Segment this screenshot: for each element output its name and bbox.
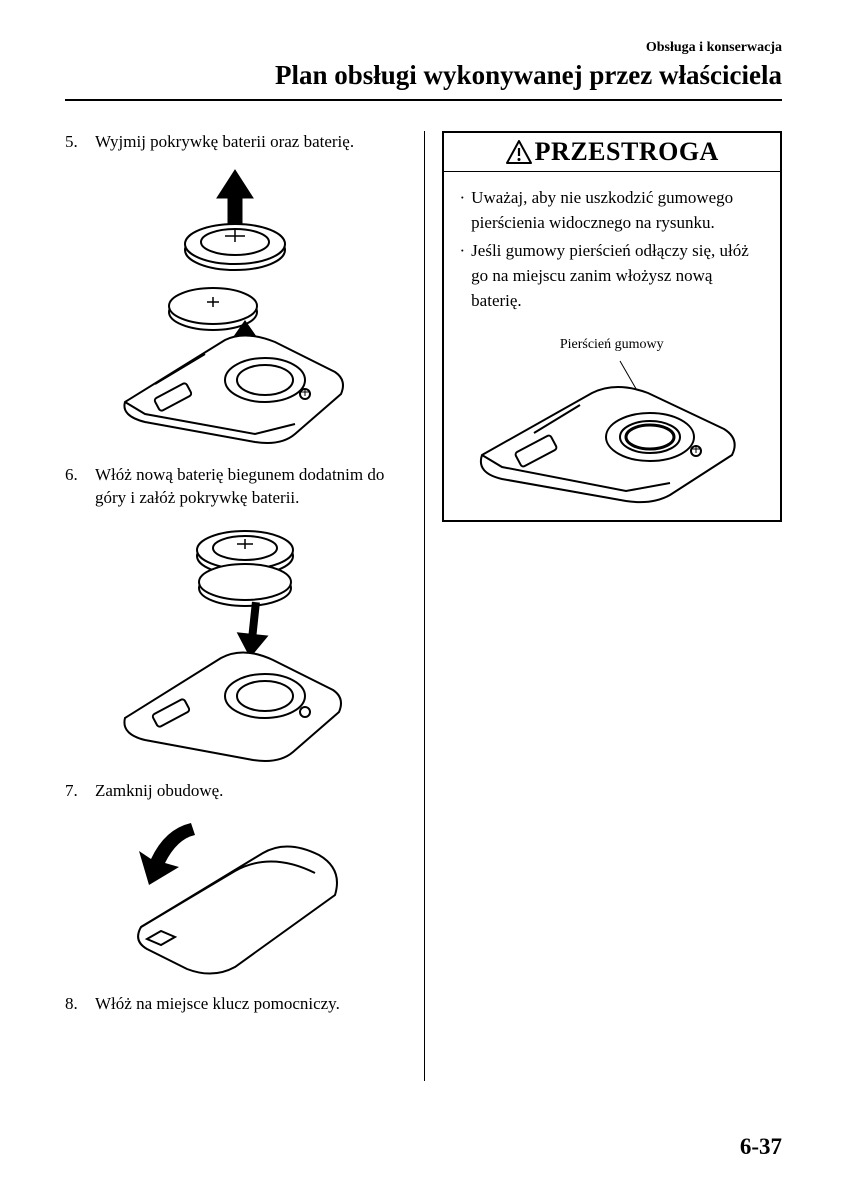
page-header: Obsługa i konserwacja xyxy=(65,40,782,56)
step-number: 7. xyxy=(65,780,85,803)
caution-title-bar: PRZESTROGA xyxy=(444,133,781,172)
bullet-icon: · xyxy=(460,239,466,313)
caution-figure xyxy=(444,355,781,520)
figure-step-5 xyxy=(95,162,406,452)
step-number: 6. xyxy=(65,464,85,510)
left-column: 5. Wyjmij pokrywkę baterii oraz baterię. xyxy=(65,131,424,1026)
warning-icon xyxy=(505,139,533,165)
figure-step-7 xyxy=(95,811,406,981)
step-text: Zamknij obudowę. xyxy=(95,780,406,803)
step-text: Włóż na miejsce klucz pomocniczy. xyxy=(95,993,406,1016)
right-column: PRZESTROGA · Uważaj, aby nie uszkodzić g… xyxy=(424,131,783,1026)
step-7: 7. Zamknij obudowę. xyxy=(65,780,406,981)
step-8: 8. Włóż na miejsce klucz pomocniczy. xyxy=(65,993,406,1016)
header-rule xyxy=(65,99,782,101)
figure-step-6 xyxy=(95,518,406,768)
caution-text: Uważaj, aby nie uszkodzić gumowego pierś… xyxy=(471,186,764,235)
column-divider xyxy=(424,131,425,1081)
step-5: 5. Wyjmij pokrywkę baterii oraz baterię. xyxy=(65,131,406,452)
caution-title: PRZESTROGA xyxy=(535,137,719,167)
bullet-icon: · xyxy=(460,186,466,235)
caution-body: · Uważaj, aby nie uszkodzić gumowego pie… xyxy=(444,172,781,331)
page-number: 6-37 xyxy=(740,1134,782,1160)
step-number: 5. xyxy=(65,131,85,154)
step-number: 8. xyxy=(65,993,85,1016)
content-columns: 5. Wyjmij pokrywkę baterii oraz baterię. xyxy=(65,131,782,1026)
header-title: Plan obsługi wykonywanej przez właścicie… xyxy=(65,60,782,91)
caution-figure-label: Pierścień gumowy xyxy=(444,337,781,353)
step-text: Wyjmij pokrywkę baterii oraz baterię. xyxy=(95,131,406,154)
caution-item: · Jeśli gumowy pierścień odłączy się, uł… xyxy=(460,239,765,313)
caution-box: PRZESTROGA · Uważaj, aby nie uszkodzić g… xyxy=(442,131,783,522)
header-category: Obsługa i konserwacja xyxy=(65,40,782,56)
caution-item: · Uważaj, aby nie uszkodzić gumowego pie… xyxy=(460,186,765,235)
step-text: Włóż nową baterię biegunem dodatnim do g… xyxy=(95,464,406,510)
caution-text: Jeśli gumowy pierścień odłączy się, ułóż… xyxy=(471,239,764,313)
step-6: 6. Włóż nową baterię biegunem dodatnim d… xyxy=(65,464,406,768)
